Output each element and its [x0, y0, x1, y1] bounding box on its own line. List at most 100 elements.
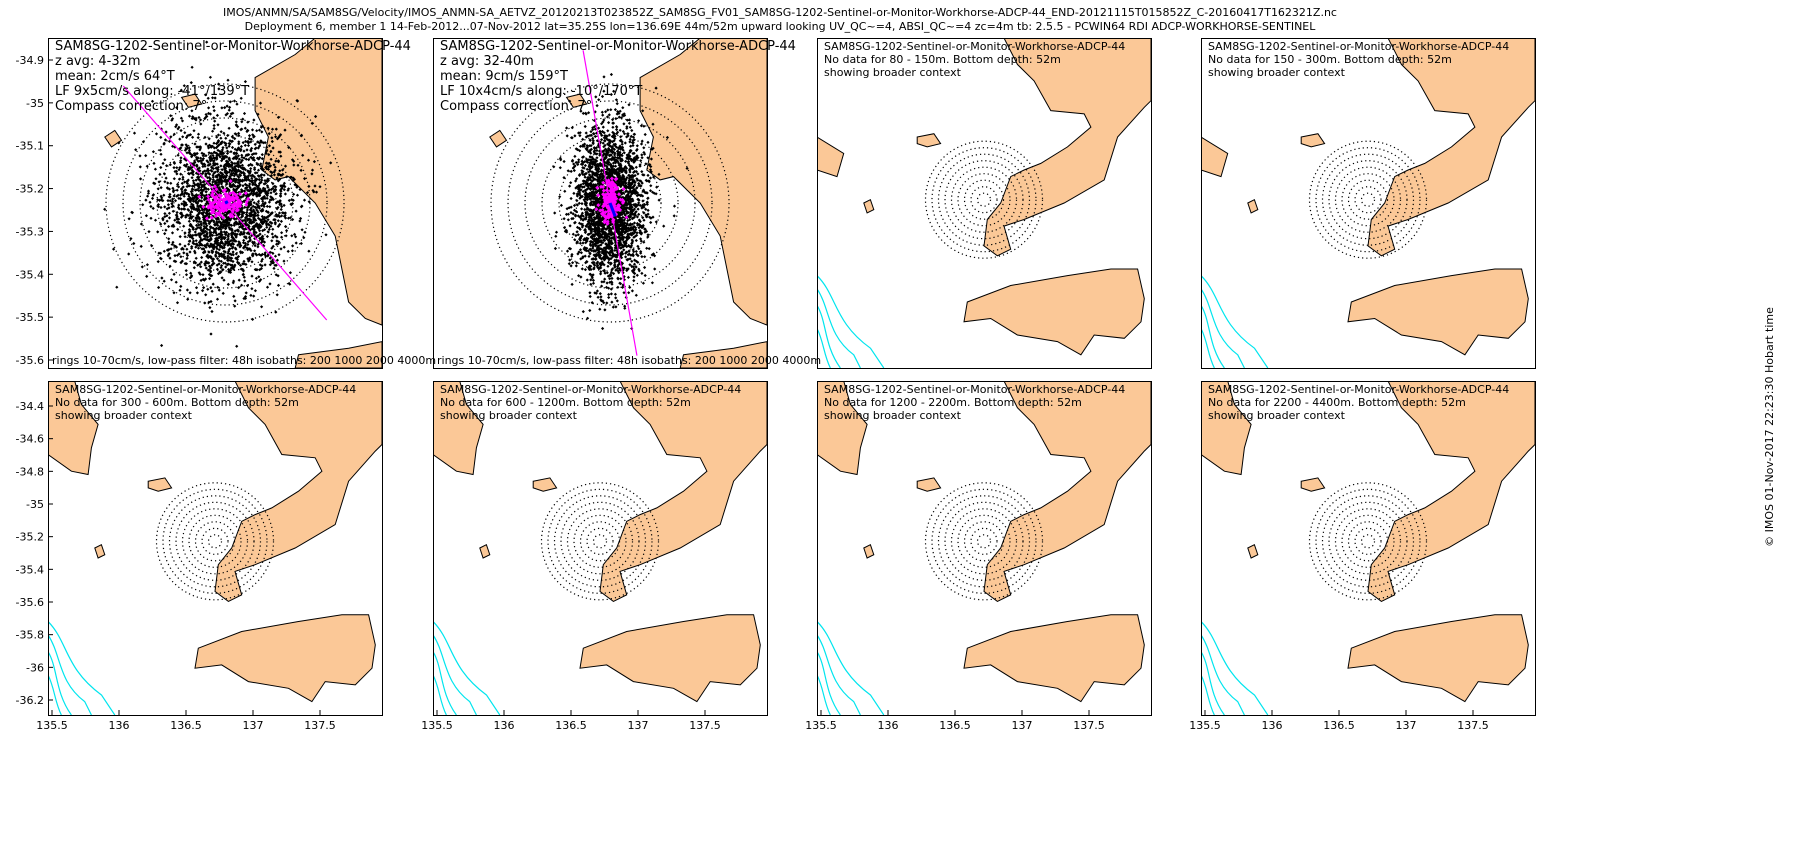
panel-title: SAM8SG-1202-Sentinel-or-Monitor-Workhors… — [1208, 383, 1509, 396]
speed-ring — [950, 508, 1018, 575]
speed-ring — [957, 173, 1011, 227]
panel-info-line: LF 9x5cm/s along: -41°/139°T — [55, 84, 249, 99]
y-tick-label: -35.6 — [16, 596, 44, 609]
panel-title: SAM8SG-1202-Sentinel-or-Monitor-Workhors… — [824, 383, 1125, 396]
speed-rings — [540, 482, 660, 601]
speed-ring — [931, 488, 1037, 594]
speed-ring — [1315, 488, 1421, 594]
speed-ring — [592, 534, 608, 549]
islet-land — [94, 543, 106, 559]
speed-ring — [122, 100, 328, 306]
panel-info-line: LF 10x4cm/s along: -10°/170°T — [440, 84, 642, 99]
panel-info-line: showing broader context — [824, 66, 962, 79]
west-land — [48, 381, 99, 476]
speed-rings — [924, 140, 1044, 259]
isobath-line — [1201, 634, 1245, 715]
isobath-line — [1201, 288, 1245, 368]
speed-ring — [175, 501, 255, 581]
isobath-line — [1201, 674, 1215, 715]
speed-ring — [1328, 160, 1408, 240]
coast-land — [1367, 38, 1535, 257]
y-tick-label: -34.9 — [16, 54, 44, 67]
islet-land — [863, 198, 875, 214]
isobath-line — [1201, 275, 1269, 368]
islet-land — [916, 477, 942, 492]
x-tick-label: 136 — [494, 719, 515, 732]
isobath-line — [817, 651, 841, 715]
speed-ring — [139, 117, 311, 289]
coast-land — [639, 38, 767, 326]
speed-ring — [1360, 192, 1376, 207]
isobath-line — [817, 328, 831, 368]
x-tick-label: 135.5 — [36, 719, 68, 732]
speed-ring — [924, 482, 1044, 601]
map-content — [817, 381, 1151, 715]
west-land — [817, 136, 845, 178]
panel-footer: rings 10-70cm/s, low-pass filter: 48h is… — [52, 354, 436, 367]
panel-info-line: No data for 150 - 300m. Bottom depth: 52… — [1208, 53, 1452, 66]
speed-ring — [957, 514, 1011, 568]
y-tick-label: -35.2 — [16, 531, 44, 544]
panel-frame — [48, 38, 383, 369]
panel-title: SAM8SG-1202-Sentinel-or-Monitor-Workhors… — [440, 39, 796, 54]
west-land — [1201, 136, 1229, 178]
speed-ring — [937, 495, 1031, 588]
y-tick-label: -34.4 — [16, 400, 44, 413]
speed-ring — [1354, 186, 1382, 214]
kangaroo-island — [963, 614, 1145, 703]
mean-vector — [608, 202, 617, 217]
islet-land — [180, 93, 203, 108]
islet-land — [1247, 198, 1259, 214]
x-tick-label: 137.5 — [1073, 719, 1105, 732]
islet-land — [532, 477, 558, 492]
islet-land — [147, 477, 173, 492]
panel-info-line: No data for 80 - 150m. Bottom depth: 52m — [824, 53, 1061, 66]
isobath-line — [48, 621, 116, 715]
panel-frame — [48, 381, 383, 716]
south-land — [294, 341, 382, 368]
islet-land — [489, 129, 508, 148]
speed-ring — [188, 514, 242, 568]
speed-ring — [963, 521, 1005, 562]
y-tick-label: -34.8 — [16, 465, 44, 478]
panel-frame — [433, 38, 768, 369]
kangaroo-island — [963, 268, 1145, 356]
panel-footer: rings 10-70cm/s, low-pass filter: 48h is… — [437, 354, 821, 367]
panel-title: SAM8SG-1202-Sentinel-or-Monitor-Workhors… — [55, 383, 356, 396]
isobath-line — [817, 674, 831, 715]
islet-land — [479, 543, 491, 559]
panel-info-line: showing broader context — [1208, 409, 1346, 422]
x-tick-label: 135.5 — [805, 719, 837, 732]
panel-frame — [1201, 38, 1536, 369]
speed-ring — [1347, 179, 1389, 220]
speed-ring — [970, 186, 998, 214]
x-tick-label: 136 — [878, 719, 899, 732]
x-tick-label: 137 — [628, 719, 649, 732]
west-land — [433, 381, 484, 476]
map-content — [433, 381, 767, 715]
speed-ring — [976, 534, 992, 549]
coast-land — [1367, 381, 1535, 602]
speed-ring — [507, 100, 713, 306]
panel-info-line: showing broader context — [440, 409, 578, 422]
coast-land — [214, 381, 382, 602]
speed-ring — [1334, 166, 1402, 233]
speed-ring — [1341, 173, 1395, 227]
speed-ring — [970, 527, 998, 555]
panel-frame — [817, 381, 1152, 716]
isobath-line — [1201, 328, 1215, 368]
y-tick-label: -35.5 — [16, 311, 44, 324]
speed-ring — [490, 83, 730, 323]
panel-info-line: No data for 1200 - 2200m. Bottom depth: … — [824, 396, 1082, 409]
speed-ring — [579, 521, 621, 562]
map-panel-3: SAM8SG-1202-Sentinel-or-Monitor-Workhors… — [817, 38, 1152, 369]
y-tick-label: -35.2 — [16, 183, 44, 196]
coast-land — [983, 381, 1151, 602]
west-land — [817, 381, 868, 476]
x-tick-label: 136.5 — [170, 719, 202, 732]
lowpass-points — [594, 176, 629, 226]
speed-ring — [1360, 534, 1376, 549]
isobath-line — [817, 288, 861, 368]
speed-ring — [924, 140, 1044, 259]
speed-ring — [560, 501, 640, 581]
